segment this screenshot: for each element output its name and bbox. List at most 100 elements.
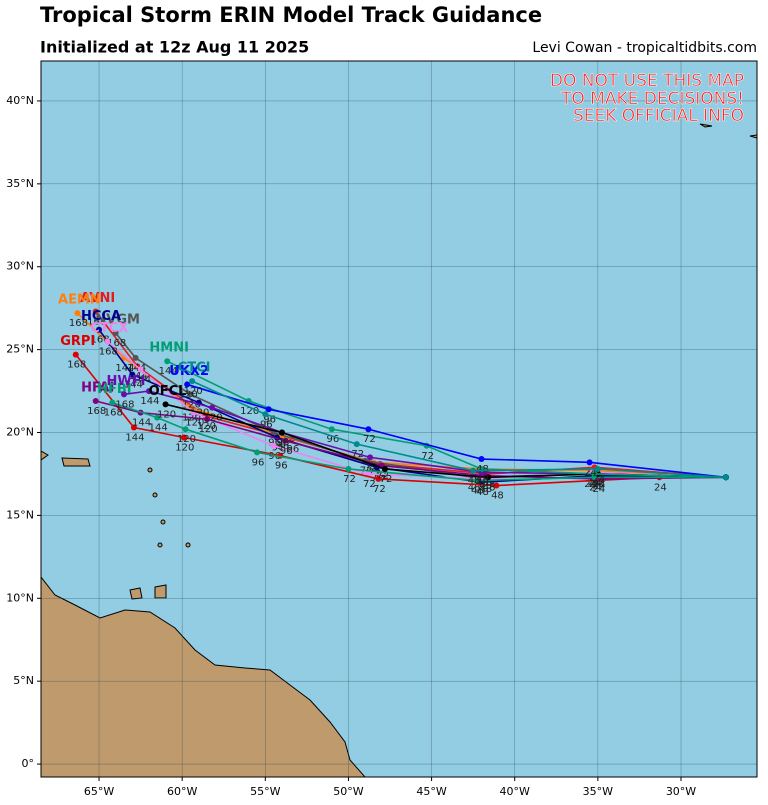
hour-label: 120 xyxy=(179,389,198,400)
track-point xyxy=(104,338,111,345)
track-point xyxy=(154,414,161,421)
hour-label: 48 xyxy=(479,481,492,492)
hour-label: 168 xyxy=(87,406,106,417)
hour-label: 72 xyxy=(363,434,376,445)
track-point xyxy=(92,398,99,405)
hour-label: 96 xyxy=(287,444,300,455)
hour-label: 144 xyxy=(140,396,159,407)
hour-label: 72 xyxy=(351,449,364,460)
hour-label: 72 xyxy=(363,479,376,490)
hour-label: 24 xyxy=(589,479,602,490)
hour-label: 96 xyxy=(272,442,285,453)
lat-tick-label: 5°N xyxy=(13,674,34,687)
hour-label: 96 xyxy=(280,446,293,457)
track-line xyxy=(191,380,726,479)
hour-label: 24 xyxy=(589,482,602,493)
track-point xyxy=(209,404,216,411)
hour-label: 48 xyxy=(476,474,489,485)
hour-label: 48 xyxy=(476,464,489,475)
track-point xyxy=(109,399,116,406)
hour-label: 168 xyxy=(69,318,88,329)
hour-label: 144 xyxy=(127,363,146,374)
hour-label: 96 xyxy=(277,438,290,449)
track-point xyxy=(345,465,352,472)
track-line xyxy=(112,401,726,482)
track-point xyxy=(591,470,598,477)
track-line xyxy=(186,383,726,479)
hour-label: 72 xyxy=(343,474,356,485)
track-point xyxy=(132,354,139,361)
track-point xyxy=(353,441,360,448)
hour-label: 144 xyxy=(125,433,144,444)
hour-label: 24 xyxy=(588,477,601,488)
hour-label: 144 xyxy=(159,366,178,377)
hour-label: 24 xyxy=(584,467,597,478)
lon-tick-label: 65°W xyxy=(84,785,114,798)
track-point xyxy=(375,475,382,482)
hour-label: 24 xyxy=(593,474,606,485)
track-point xyxy=(130,424,137,431)
track-point xyxy=(137,366,144,373)
hour-label: 120 xyxy=(240,406,259,417)
model-name: AEMN xyxy=(58,293,101,308)
lat-tick-label: 0° xyxy=(22,757,35,770)
hour-label: 120 xyxy=(184,386,203,397)
model-name: UKX2 xyxy=(169,364,209,379)
track-point xyxy=(204,416,211,423)
hour-label: 48 xyxy=(476,477,489,488)
hour-label: 168 xyxy=(90,335,109,346)
track-point xyxy=(164,358,171,365)
track-point xyxy=(262,411,269,418)
hour-label: 48 xyxy=(468,476,481,487)
hour-label: 96 xyxy=(263,414,276,425)
lat-tick-label: 30°N xyxy=(6,260,34,273)
track-point xyxy=(112,330,119,337)
hour-label: 48 xyxy=(468,482,481,493)
track-point xyxy=(129,371,136,378)
hour-label: 144 xyxy=(124,379,143,390)
map-frame xyxy=(40,60,758,778)
model-name: HWFI xyxy=(107,374,146,389)
track-point xyxy=(485,474,492,481)
warning: DO NOT USE THIS MAP TO MAKE DECISIONS! S… xyxy=(550,71,745,127)
hour-label: 96 xyxy=(260,419,273,430)
lon-tick-label: 40°W xyxy=(500,785,530,798)
track-point xyxy=(92,308,99,315)
hour-label: 96 xyxy=(277,441,290,452)
track-point xyxy=(328,426,335,433)
hour-label: 48 xyxy=(471,486,484,497)
model-name: HFAI xyxy=(81,381,114,396)
hour-label: 120 xyxy=(204,413,223,424)
lon-tick-label: 60°W xyxy=(167,785,197,798)
track-point xyxy=(473,477,480,484)
hour-label: 144 xyxy=(149,423,168,434)
track-point xyxy=(96,326,103,333)
hour-label: 24 xyxy=(593,479,606,490)
credit: Levi Cowan - tropicaltidbits.com xyxy=(532,40,757,56)
land xyxy=(41,123,757,777)
model-name: CTCI xyxy=(178,361,211,376)
hour-label: 144 xyxy=(132,375,151,386)
track-point xyxy=(282,437,289,444)
hour-label: 168 xyxy=(107,338,126,349)
hour-label: 48 xyxy=(476,487,489,498)
hour-label: 120 xyxy=(199,424,218,435)
track-point xyxy=(184,381,191,388)
warning-line: TO MAKE DECISIONS! xyxy=(560,89,744,109)
hour-label: 168 xyxy=(87,316,106,327)
hour-label: 144 xyxy=(115,363,134,374)
hour-label: 72 xyxy=(373,484,386,495)
model-name: GRPI xyxy=(60,334,95,349)
track-point xyxy=(493,482,500,489)
track-point xyxy=(187,391,194,398)
hour-label: 168 xyxy=(104,408,123,419)
hour-label: 120 xyxy=(182,399,201,410)
hour-label: 96 xyxy=(275,461,288,472)
hour-label: 72 xyxy=(365,462,378,473)
model-name: AVNI xyxy=(80,291,115,306)
hour-label: 24 xyxy=(654,482,667,493)
hour-label: 168 xyxy=(67,360,86,371)
track-point xyxy=(189,378,196,385)
hour-label: 72 xyxy=(421,451,434,462)
